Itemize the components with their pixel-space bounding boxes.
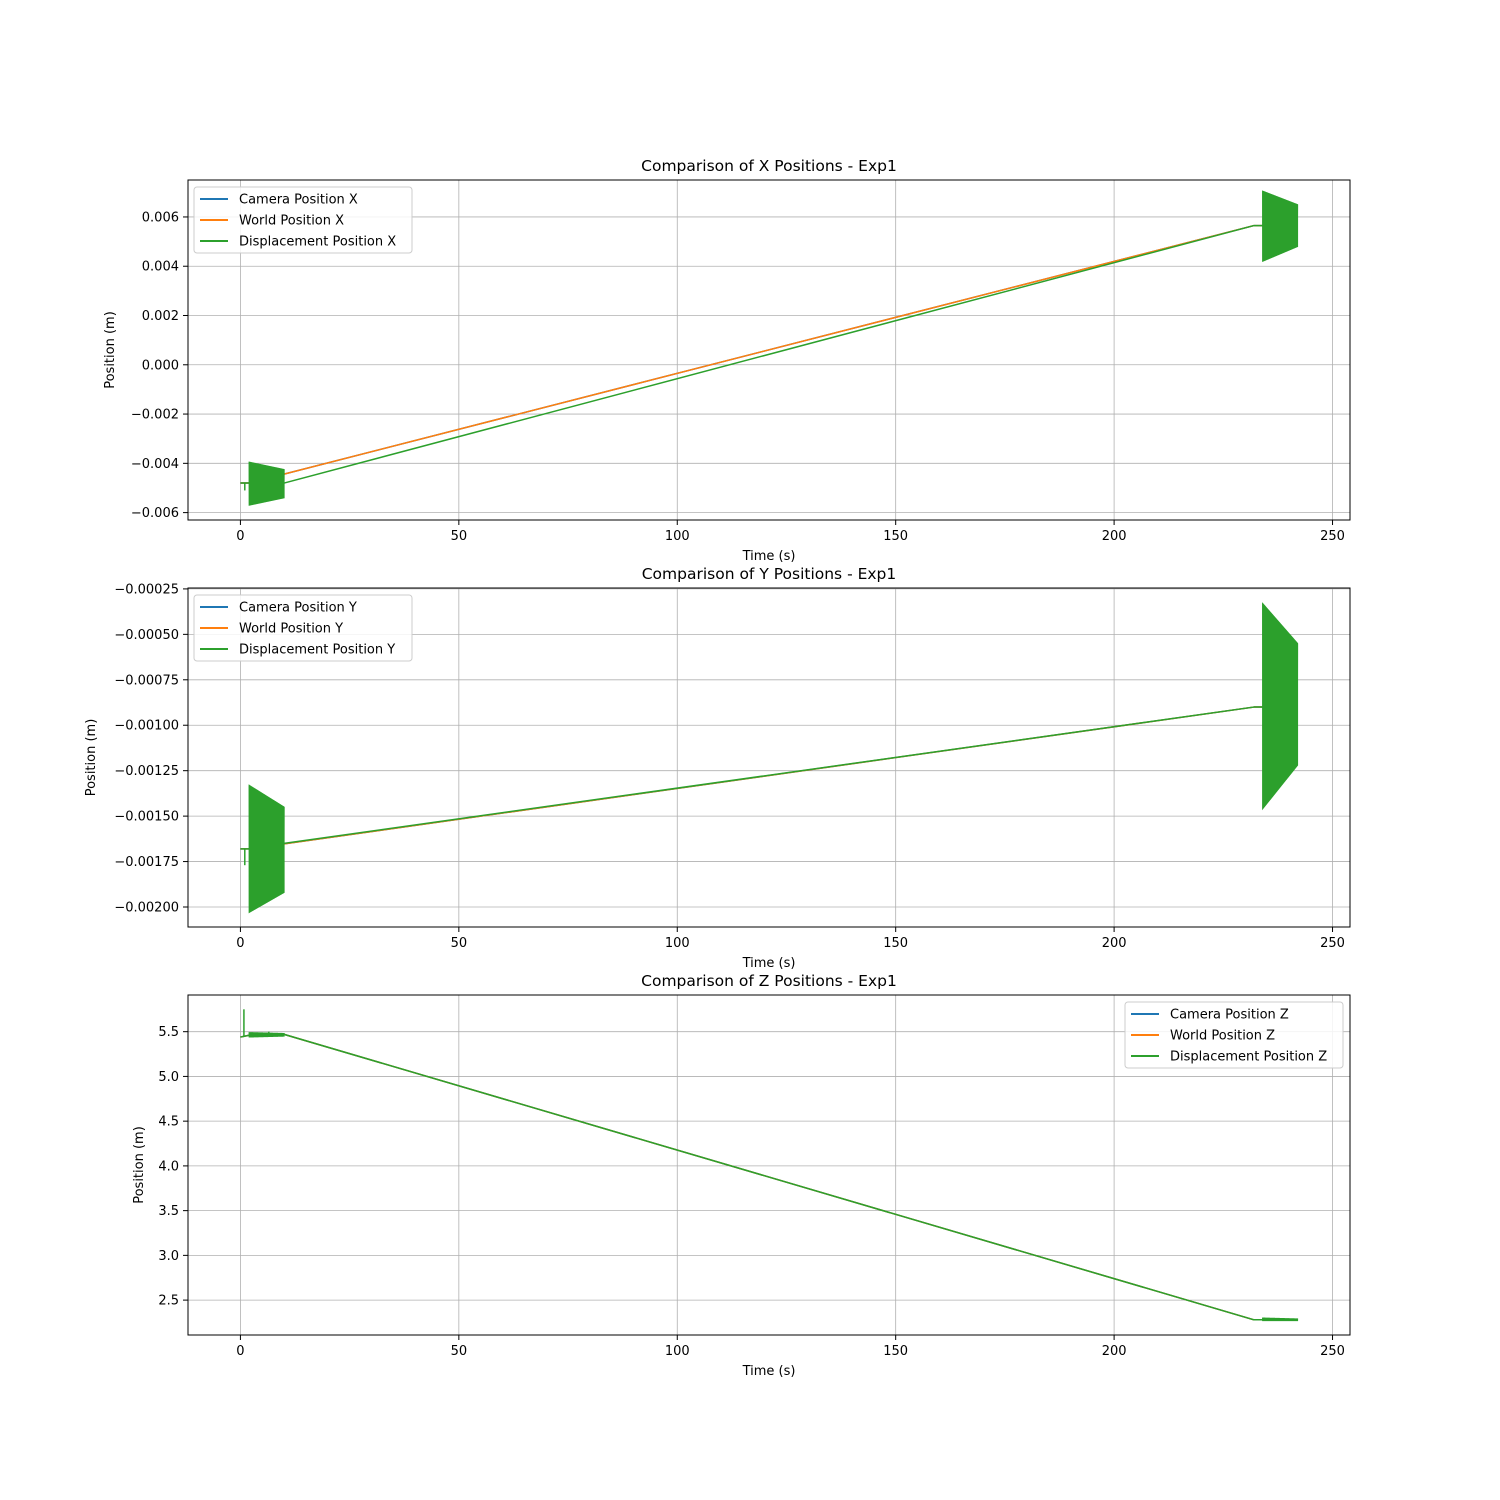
x-axis-label: Time (s) — [742, 956, 796, 971]
y-tick-label: 0.002 — [142, 309, 179, 324]
legend-box — [193, 594, 413, 662]
x-tick-label: 200 — [1102, 529, 1127, 544]
subplots: 0 50 100 150 200 250 −0.006 −0.004 −0.002 0.000 0.… — [84, 157, 1351, 1379]
oscillation-trace-displacement-position-x — [1262, 191, 1299, 262]
x-tick-label: 250 — [1320, 936, 1345, 951]
legend-label: Displacement Position X — [239, 235, 396, 250]
y-axis-label: Position (m) — [103, 311, 118, 389]
legend: Camera Position Y World Position Y Displac… — [193, 594, 413, 662]
axes-frame — [187, 587, 1351, 928]
x-tick-label: 50 — [451, 936, 468, 951]
y-tick-label: 4.5 — [158, 1115, 179, 1130]
x-tick-label: 100 — [665, 1344, 690, 1359]
y-tick-label: −0.00100 — [114, 719, 179, 734]
axes-frame — [187, 994, 1351, 1336]
x-axis-label: Time (s) — [742, 549, 796, 564]
legend-label: World Position X — [239, 214, 344, 229]
oscillation-trace-displacement-position-x — [248, 462, 285, 506]
plot-area — [240, 1009, 1299, 1322]
y-tick-label: 5.0 — [158, 1070, 179, 1085]
x-tick-label: 200 — [1102, 1344, 1127, 1359]
legend-box — [193, 186, 413, 254]
x-tick-label: 50 — [451, 1344, 468, 1359]
oscillation-trace-displacement-position-z — [1262, 1317, 1299, 1321]
legend: Camera Position Z World Position Z Displac… — [1124, 1001, 1344, 1069]
plot-area — [240, 190, 1299, 506]
y-tick-label: −0.00075 — [114, 673, 179, 688]
y-tick-label: 3.5 — [158, 1204, 179, 1219]
chart-title: Comparison of Y Positions - Exp1 — [642, 565, 897, 583]
x-tick-label: 100 — [665, 529, 690, 544]
y-tick-label: 5.5 — [158, 1025, 179, 1040]
x-tick-label: 250 — [1320, 529, 1345, 544]
oscillation-trace-displacement-position-y — [248, 785, 285, 913]
chart-title: Comparison of Z Positions - Exp1 — [641, 972, 897, 990]
x-tick-label: 0 — [236, 936, 244, 951]
chart-title: Comparison of X Positions - Exp1 — [641, 157, 897, 175]
y-tick-label: 4.0 — [158, 1159, 179, 1174]
y-tick-label: −0.00200 — [114, 901, 179, 916]
axes-frame — [187, 179, 1351, 521]
x-tick-label: 100 — [665, 936, 690, 951]
legend-label: Camera Position Z — [1170, 1008, 1289, 1023]
x-tick-label: 50 — [451, 529, 468, 544]
y-tick-label: −0.00125 — [114, 764, 179, 779]
y-axis-label: Position (m) — [84, 719, 99, 797]
legend-label: Displacement Position Z — [1170, 1050, 1327, 1065]
y-tick-label: 0.004 — [142, 260, 179, 275]
legend: Camera Position X World Position X Displac… — [193, 186, 413, 254]
subplot-1: 0 50 100 150 200 250 −0.006 −0.004 −0.002 0.000 0.… — [103, 157, 1351, 564]
y-tick-label: 0.000 — [142, 358, 179, 373]
y-tick-label: 0.006 — [142, 210, 179, 225]
y-tick-label: −0.00150 — [114, 810, 179, 825]
x-tick-label: 0 — [236, 1344, 244, 1359]
y-tick-label: 2.5 — [158, 1294, 179, 1309]
x-tick-label: 150 — [883, 936, 908, 951]
y-tick-label: −0.004 — [131, 457, 179, 472]
x-tick-label: 0 — [236, 529, 244, 544]
y-tick-label: −0.00050 — [114, 628, 179, 643]
x-axis-label: Time (s) — [742, 1364, 796, 1379]
y-tick-label: −0.002 — [131, 408, 179, 423]
subplot-2: 0 50 100 150 200 250 −0.00200 −0.00175 −0.00150 −… — [84, 565, 1351, 971]
y-tick-label: −0.00175 — [114, 855, 179, 870]
subplot-3: 0 50 100 150 200 250 2.5 3.0 3.5 4.0 4.5 5.0 5.5 Comp… — [132, 972, 1351, 1379]
oscillation-trace-displacement-position-z — [248, 1032, 285, 1038]
legend-label: World Position Z — [1170, 1029, 1275, 1044]
legend-label: Camera Position Y — [239, 601, 357, 616]
plot-area — [240, 602, 1299, 914]
oscillation-trace-displacement-position-y — [1262, 603, 1299, 809]
x-tick-label: 150 — [883, 529, 908, 544]
x-tick-label: 150 — [883, 1344, 908, 1359]
y-tick-label: −0.00025 — [114, 582, 179, 597]
y-tick-label: 3.0 — [158, 1249, 179, 1264]
legend-label: Displacement Position Y — [239, 643, 395, 658]
y-axis-label: Position (m) — [132, 1126, 147, 1204]
y-tick-label: −0.006 — [131, 506, 179, 521]
legend-label: Camera Position X — [239, 193, 358, 208]
x-tick-label: 200 — [1102, 936, 1127, 951]
x-tick-label: 250 — [1320, 1344, 1345, 1359]
legend-label: World Position Y — [239, 622, 343, 637]
legend-box — [1124, 1001, 1344, 1069]
